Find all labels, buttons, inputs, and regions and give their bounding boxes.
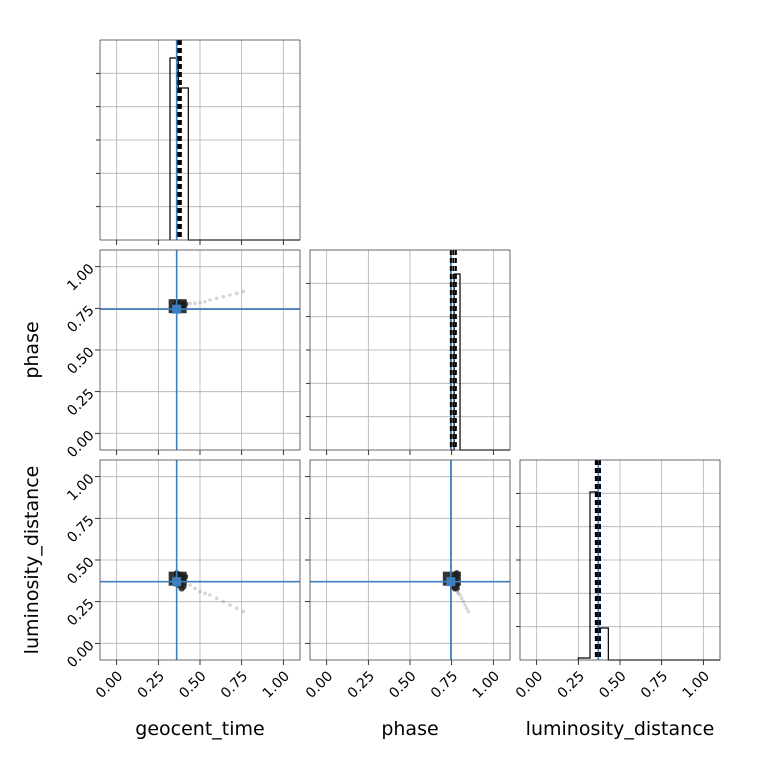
sample-point-21	[241, 289, 246, 294]
tick-label-y-3: 0.75	[64, 303, 97, 336]
panel-frame	[99, 249, 301, 451]
sample-point-19	[463, 603, 467, 607]
tick-label-x-4: 1.00	[470, 668, 503, 701]
sample-point-19	[228, 603, 232, 607]
sample-point-14	[455, 589, 460, 594]
sample-point-15	[203, 591, 207, 596]
sample-point-13	[193, 301, 197, 306]
panel-luminosity_distance-vs-luminosity_distance: 0.00 0.25 0.50 0.75 1.00 luminosity_distance	[513, 459, 721, 740]
sample-point-12	[188, 583, 192, 587]
sample-point-18	[221, 294, 226, 299]
tick-label-x-2: 0.50	[386, 668, 419, 701]
tick-label-x-1: 0.25	[345, 668, 378, 701]
sample-point-11	[178, 585, 185, 592]
sample-point-21	[241, 609, 246, 614]
tick-label-x-1: 0.25	[135, 668, 168, 701]
sample-point-13	[453, 585, 460, 592]
tick-label-y-0: 0.00	[64, 428, 97, 461]
tick-label-y-0: 0.00	[64, 638, 97, 671]
tick-label-y-2: 0.50	[64, 344, 97, 377]
tick-label-x-1: 0.25	[555, 668, 588, 701]
tick-label-y-4: 1.00	[64, 261, 97, 294]
tick-label-y-3: 0.75	[64, 513, 97, 546]
panel-frame	[309, 249, 511, 451]
truth-marker	[446, 577, 456, 587]
tick-label-x-3: 0.75	[428, 668, 461, 701]
sample-point-12	[188, 301, 192, 306]
tick-label-y-1: 0.25	[64, 596, 97, 629]
sample-point-18	[221, 599, 226, 604]
histogram-geocent_time	[169, 57, 300, 241]
axis-label-y-luminosity_distance: luminosity_distance	[21, 466, 43, 655]
sample-point-19	[228, 293, 232, 297]
sample-point-17	[214, 596, 219, 601]
tick-label-x-4: 1.00	[260, 668, 293, 701]
tick-label-y-4: 1.00	[64, 471, 97, 504]
panel-frame	[309, 459, 511, 661]
tick-label-x-3: 0.75	[638, 668, 671, 701]
sample-point-13	[193, 586, 197, 591]
sample-point-20	[234, 291, 239, 296]
tick-label-x-0: 0.00	[93, 668, 126, 701]
tick-label-y-2: 0.50	[64, 554, 97, 587]
panel-luminosity_distance-vs-geocent_time: 0.00 0.25 0.50 0.75 1.00geocent_time0.000.25…	[21, 459, 301, 740]
truth-marker	[172, 304, 182, 314]
sample-point-16	[208, 593, 212, 597]
tick-label-x-0: 0.00	[303, 668, 336, 701]
panel-phase-vs-phase	[306, 249, 511, 455]
tick-label-x-3: 0.75	[218, 668, 251, 701]
sample-point-16	[208, 298, 212, 302]
sample-point-15	[456, 591, 461, 596]
sample-point-15	[203, 299, 207, 304]
sample-point-16	[458, 593, 462, 597]
tick-label-x-2: 0.50	[596, 668, 629, 701]
tick-label-x-2: 0.50	[176, 668, 209, 701]
axis-label-x-luminosity_distance: luminosity_distance	[526, 718, 715, 740]
sample-point-18	[461, 599, 466, 604]
sample-point-20	[464, 606, 469, 611]
sample-point-21	[466, 609, 471, 614]
axis-label-y-phase: phase	[21, 321, 43, 378]
tick-label-x-0: 0.00	[513, 668, 546, 701]
sample-point-17	[459, 596, 464, 601]
panel-geocent_time-vs-geocent_time	[96, 39, 301, 245]
histogram-phase	[450, 273, 510, 451]
sample-point-20	[234, 606, 239, 611]
axis-label-x-phase: phase	[381, 718, 438, 740]
panel-frame	[99, 459, 301, 661]
panel-frame	[99, 39, 301, 241]
sample-point-17	[214, 296, 219, 301]
axis-label-x-geocent_time: geocent_time	[135, 718, 264, 740]
panel-luminosity_distance-vs-phase: 0.00 0.25 0.50 0.75 1.00 phase	[303, 459, 511, 740]
sample-point-14	[198, 300, 202, 305]
panel-frame	[519, 459, 721, 661]
truth-marker	[172, 577, 182, 587]
sample-point-14	[198, 589, 202, 594]
tick-label-y-1: 0.25	[64, 386, 97, 419]
tick-label-x-4: 1.00	[680, 668, 713, 701]
panel-phase-vs-geocent_time: 0.00 0.25 0.50 0.75 1.00 phase	[21, 249, 301, 461]
